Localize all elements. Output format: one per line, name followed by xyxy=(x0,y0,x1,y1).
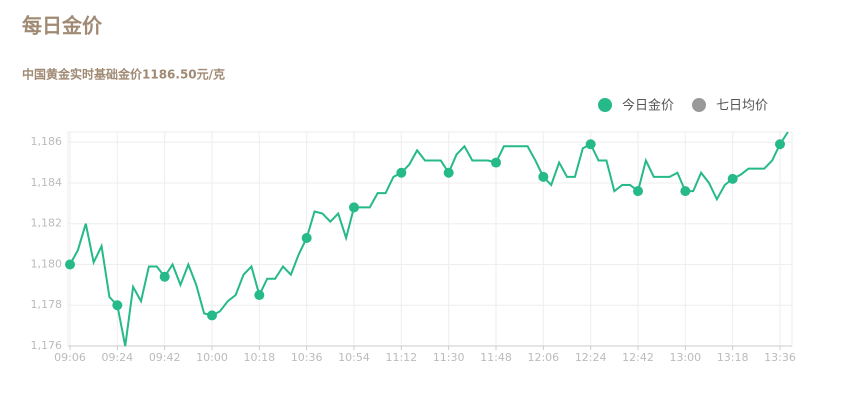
x-tick-label: 12:06 xyxy=(527,351,559,364)
point xyxy=(443,167,454,178)
point xyxy=(491,157,501,168)
point xyxy=(680,186,691,197)
legend-label: 七日均价 xyxy=(716,99,768,114)
x-tick-label: 09:42 xyxy=(149,351,181,364)
point xyxy=(159,271,170,282)
point xyxy=(301,232,312,243)
x-tick-label: 09:06 xyxy=(54,351,86,364)
x-tick-label: 10:18 xyxy=(243,351,275,364)
x-tick-label: 10:54 xyxy=(338,351,370,364)
legend-label: 今日金价 xyxy=(622,98,674,114)
point xyxy=(775,139,785,150)
point xyxy=(112,300,123,311)
x-tick-label: 10:00 xyxy=(196,351,228,364)
plot-frame xyxy=(67,131,793,347)
point xyxy=(65,259,75,270)
legend-marker xyxy=(598,98,612,112)
x-tick-label: 13:18 xyxy=(717,351,749,364)
x-tick-label: 10:36 xyxy=(291,351,323,364)
point xyxy=(585,139,596,150)
y-tick-label: 1,186 xyxy=(31,135,63,148)
y-tick-label: 1,178 xyxy=(31,298,63,311)
x-tick-label: 09:24 xyxy=(101,351,133,364)
point xyxy=(633,186,643,197)
chart-title: 每日金价 xyxy=(22,14,103,38)
x-tick-label: 12:42 xyxy=(622,351,654,364)
y-tick-label: 1,182 xyxy=(31,217,63,230)
line xyxy=(69,131,789,347)
point xyxy=(207,310,217,321)
point xyxy=(538,171,549,182)
x-tick-label: 11:12 xyxy=(385,351,417,364)
x-tick-label: 11:48 xyxy=(480,351,512,364)
x-tick-label: 11:30 xyxy=(433,351,465,364)
y-tick-label: 1,180 xyxy=(31,257,63,270)
point xyxy=(727,173,738,184)
x-tick-label: 12:24 xyxy=(575,351,607,364)
point xyxy=(396,167,407,178)
x-tick-label: 13:00 xyxy=(669,351,701,364)
point xyxy=(254,290,265,301)
point xyxy=(349,202,359,213)
legend-marker xyxy=(692,98,706,112)
y-tick-label: 1,176 xyxy=(31,339,63,352)
x-tick-label: 13:36 xyxy=(764,351,796,364)
chart-subtitle: 中国黄金实时基础金价1186.50元/克 xyxy=(22,67,225,82)
y-tick-label: 1,184 xyxy=(31,176,63,189)
